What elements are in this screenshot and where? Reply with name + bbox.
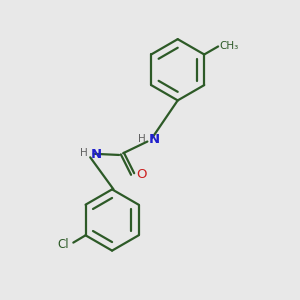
Text: Cl: Cl: [57, 238, 69, 250]
Text: H: H: [139, 134, 146, 144]
Text: N: N: [91, 148, 102, 161]
Text: H: H: [80, 148, 88, 158]
Text: O: O: [136, 168, 147, 181]
Text: CH₃: CH₃: [220, 41, 239, 52]
Text: N: N: [149, 133, 160, 146]
